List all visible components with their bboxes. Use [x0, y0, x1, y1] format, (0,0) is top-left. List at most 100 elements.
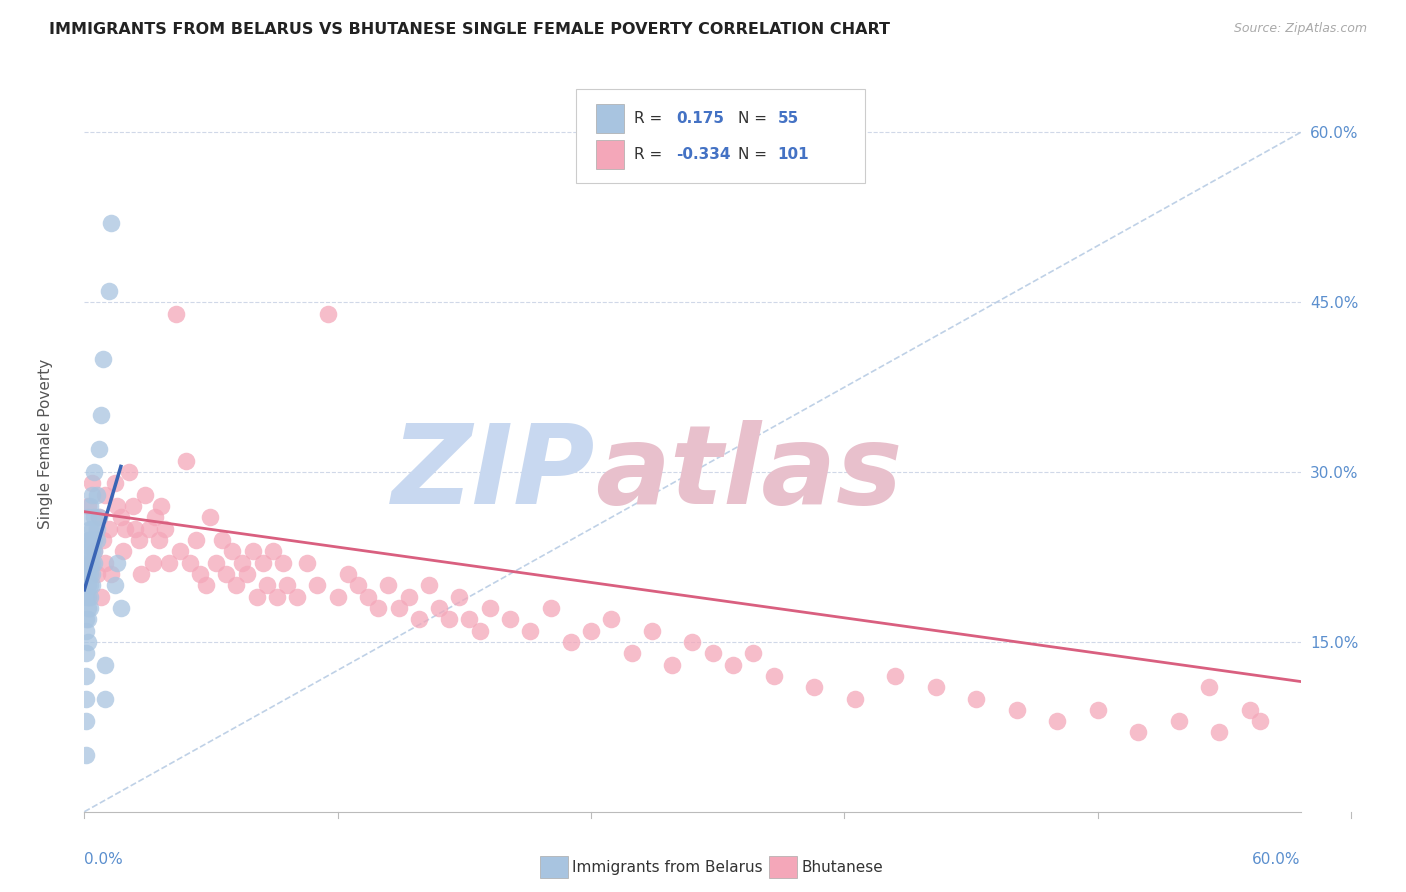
Text: 0.175: 0.175 — [676, 112, 724, 126]
Point — [1249, 714, 1271, 728]
Point — [79, 533, 101, 547]
Point — [77, 578, 100, 592]
Point — [75, 556, 97, 570]
Point — [1239, 703, 1261, 717]
Point — [75, 612, 97, 626]
Point — [75, 714, 97, 728]
Point — [87, 510, 110, 524]
Point — [86, 522, 108, 536]
Point — [83, 544, 105, 558]
Point — [1128, 725, 1150, 739]
Point — [387, 601, 409, 615]
Point — [600, 612, 623, 626]
Point — [82, 476, 104, 491]
Point — [271, 556, 294, 570]
Point — [179, 556, 201, 570]
Point — [478, 601, 501, 615]
Point — [721, 657, 744, 672]
Point — [105, 556, 128, 570]
Point — [87, 510, 110, 524]
Point — [86, 488, 108, 502]
Point — [231, 556, 253, 570]
Point — [79, 601, 101, 615]
Point — [458, 612, 481, 626]
Point — [326, 590, 349, 604]
Point — [194, 578, 218, 592]
Point — [129, 566, 152, 581]
Point — [266, 590, 288, 604]
Text: 101: 101 — [778, 147, 808, 161]
Point — [1198, 680, 1220, 694]
Point — [77, 533, 100, 547]
Point — [82, 522, 104, 536]
Point — [468, 624, 491, 638]
Point — [83, 556, 105, 570]
Point — [75, 624, 97, 638]
Point — [276, 578, 298, 592]
Point — [418, 578, 440, 592]
Point — [519, 624, 541, 638]
Text: 0.0%: 0.0% — [84, 852, 124, 867]
Point — [75, 691, 97, 706]
Point — [124, 522, 146, 536]
Point — [198, 510, 221, 524]
Point — [82, 566, 104, 581]
Point — [77, 510, 100, 524]
Point — [316, 307, 339, 321]
Point — [91, 351, 114, 366]
Point — [307, 578, 329, 592]
Text: N =: N = — [738, 112, 772, 126]
Point — [1005, 703, 1028, 717]
Point — [347, 578, 370, 592]
Point — [184, 533, 207, 547]
Point — [128, 533, 150, 547]
Point — [90, 590, 112, 604]
Point — [1208, 725, 1230, 739]
Point — [82, 533, 104, 547]
Point — [91, 533, 114, 547]
Point — [242, 544, 264, 558]
Point — [93, 657, 115, 672]
Point — [159, 556, 181, 570]
Point — [165, 307, 187, 321]
Point — [86, 566, 108, 581]
Point — [105, 499, 128, 513]
Point — [77, 635, 100, 649]
Point — [104, 578, 127, 592]
Point — [641, 624, 664, 638]
Point — [620, 646, 643, 660]
Point — [499, 612, 522, 626]
Point — [682, 635, 704, 649]
Point — [79, 556, 101, 570]
Point — [77, 590, 100, 604]
Point — [702, 646, 724, 660]
Point — [77, 544, 100, 558]
Point — [965, 691, 987, 706]
Text: Immigrants from Belarus: Immigrants from Belarus — [572, 860, 763, 874]
Point — [148, 533, 170, 547]
Text: Source: ZipAtlas.com: Source: ZipAtlas.com — [1233, 22, 1367, 36]
Point — [93, 691, 115, 706]
Point — [211, 533, 233, 547]
Point — [661, 657, 683, 672]
Point — [357, 590, 380, 604]
Point — [336, 566, 359, 581]
Point — [215, 566, 238, 581]
Point — [83, 533, 105, 547]
Point — [77, 556, 100, 570]
Text: ZIP: ZIP — [392, 420, 595, 526]
Point — [844, 691, 866, 706]
Point — [262, 544, 284, 558]
Point — [110, 601, 132, 615]
Point — [93, 556, 115, 570]
Point — [83, 544, 105, 558]
Point — [174, 454, 197, 468]
Point — [256, 578, 278, 592]
Point — [803, 680, 825, 694]
Point — [155, 522, 177, 536]
Point — [449, 590, 471, 604]
Point — [82, 578, 104, 592]
Point — [86, 533, 108, 547]
Text: Bhutanese: Bhutanese — [801, 860, 883, 874]
Point — [79, 566, 101, 581]
